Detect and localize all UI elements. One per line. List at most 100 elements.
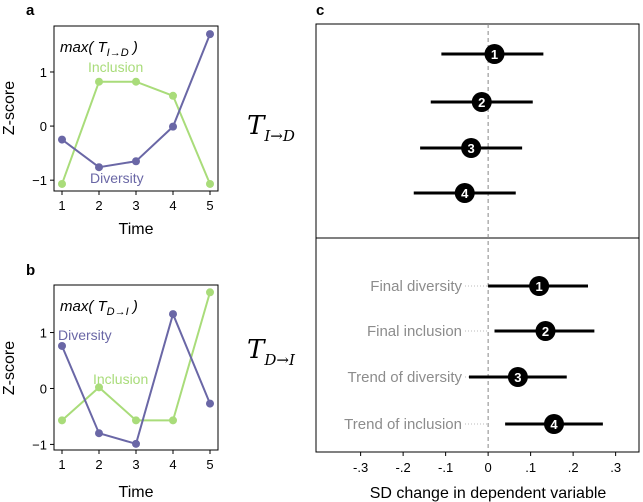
chart-b-ticks: 1 2 3 4 5 −1 0 1	[32, 326, 213, 472]
chart-a-title-sub: I→D	[107, 47, 129, 59]
chart-b-inclusion-point	[132, 416, 140, 425]
chart-b-inclusion-point	[169, 416, 177, 425]
chart-c-xtick-label: .1	[525, 460, 536, 475]
chart-a-ylabel: Z-score	[1, 81, 18, 135]
estimate-badge-number: 3	[514, 370, 521, 385]
chart-b-ytick-label: 0	[40, 381, 47, 396]
group-label-t-d-i: TD→I	[247, 335, 296, 369]
chart-a-inclusion-point	[58, 179, 66, 188]
chart-a-diversity-point	[95, 163, 103, 172]
chart-a-diversity-label: Diversity	[90, 170, 144, 186]
chart-b-diversity-point	[58, 341, 66, 350]
chart-a-ytick-label: 1	[40, 65, 47, 80]
chart-b: max( TD→I ) Diversity Inclusion 1 2 3 4 5 −1 0…	[1, 284, 219, 501]
chart-c: 1 2 3 4 Final diversity 1 Final inclusion 2 Tren…	[247, 23, 640, 502]
chart-b-xtick-label: 1	[58, 457, 65, 472]
chart-c-xtick-label: -.3	[353, 460, 368, 475]
chart-a-xtick-label: 2	[95, 198, 102, 213]
estimate-marker	[454, 183, 475, 203]
chart-b-xtick-label: 5	[206, 457, 213, 472]
chart-c-xtick-label: .2	[568, 460, 579, 475]
chart-b-title: max( TD→I )	[60, 298, 138, 318]
chart-b-ytick-label: −1	[32, 437, 47, 452]
group-1-label-main: T	[247, 111, 266, 141]
chart-a-xtick-label: 5	[206, 198, 213, 213]
estimate-badge-number: 3	[468, 141, 475, 156]
chart-b-diversity-point	[206, 399, 214, 408]
row-label: Final inclusion	[367, 323, 462, 340]
estimate-marker	[461, 138, 482, 158]
chart-a-diversity-point	[169, 122, 177, 131]
chart-c-xtick-label: 0	[485, 460, 492, 475]
panel-c-letter: c	[316, 2, 324, 19]
estimate-marker	[471, 92, 492, 112]
chart-a-series	[58, 30, 214, 188]
chart-b-ylabel: Z-score	[1, 341, 18, 395]
row-label: Trend of inclusion	[344, 416, 462, 433]
chart-b-inclusion-point	[95, 383, 103, 392]
group-1-label-sub: I→D	[263, 127, 295, 145]
estimate-badge-number: 1	[491, 47, 498, 62]
estimate-marker	[507, 367, 528, 387]
panel-a-letter: a	[26, 2, 35, 19]
chart-a-xtick-label: 3	[132, 198, 139, 213]
chart-b-title-suffix: )	[129, 298, 138, 315]
chart-b-ytick-label: 1	[40, 326, 47, 341]
chart-a-xlabel: Time	[119, 221, 154, 238]
chart-b-xtick-label: 2	[95, 457, 102, 472]
group-label-t-i-d: TI→D	[247, 111, 295, 145]
estimate-marker	[484, 44, 505, 64]
chart-a-inclusion-point	[95, 77, 103, 86]
estimate-badge-number: 1	[536, 279, 543, 294]
chart-a-ticks: 1 2 3 4 5 −1 0 1	[32, 65, 213, 213]
chart-a-inclusion-label: Inclusion	[88, 59, 143, 75]
chart-a: max( TI→D ) Inclusion Diversity 1 2 3 4 5 −1 0…	[1, 25, 219, 238]
chart-b-inclusion-point	[206, 288, 214, 297]
estimate-marker	[535, 321, 556, 341]
chart-b-title-prefix: max( T	[60, 298, 109, 315]
chart-a-title-prefix: max( T	[60, 39, 109, 56]
chart-a-inclusion-point	[132, 77, 140, 86]
chart-a-title: max( TI→D )	[60, 39, 138, 59]
chart-a-inclusion-point	[169, 91, 177, 100]
chart-a-inclusion-line	[61, 80, 211, 185]
chart-c-xtick-label: .3	[610, 460, 621, 475]
group-2-label-sub: D→I	[263, 351, 296, 369]
estimate-badge-number: 4	[550, 417, 558, 432]
chart-c-ticks: -.3 -.2 -.1 0 .1 .2 .3	[353, 452, 621, 475]
chart-b-inclusion-point	[58, 416, 66, 425]
chart-c-rows: 1 2 3 4 Final diversity 1 Final inclusion 2 Tren…	[344, 44, 603, 434]
chart-b-diversity-point	[95, 429, 103, 438]
estimate-badge-number: 2	[478, 95, 485, 110]
chart-b-series	[58, 288, 214, 448]
chart-a-diversity-point	[58, 135, 66, 144]
chart-b-xtick-label: 4	[169, 457, 176, 472]
group-2-label-main: T	[247, 335, 266, 365]
chart-c-xtick-label: -.2	[396, 460, 411, 475]
estimate-badge-number: 4	[461, 186, 469, 201]
chart-a-title-suffix: )	[129, 39, 138, 56]
estimate-marker	[544, 414, 564, 434]
chart-a-xtick-label: 4	[169, 198, 176, 213]
estimate-marker	[529, 276, 550, 296]
chart-b-diversity-point	[169, 310, 177, 319]
chart-a-ytick-label: 0	[40, 119, 47, 134]
chart-b-diversity-point	[132, 439, 140, 448]
chart-b-inclusion-label: Inclusion	[93, 371, 148, 387]
panel-b-letter: b	[26, 262, 35, 279]
estimate-badge-number: 2	[542, 324, 549, 339]
chart-b-title-sub: D→I	[107, 306, 129, 318]
chart-b-diversity-label: Diversity	[58, 327, 112, 343]
chart-b-xtick-label: 3	[132, 457, 139, 472]
row-label: Trend of diversity	[348, 369, 463, 386]
chart-a-ytick-label: −1	[32, 173, 47, 188]
chart-c-xtick-label: -.1	[438, 460, 453, 475]
chart-a-diversity-point	[132, 157, 140, 166]
chart-c-xlabel: SD change in dependent variable	[370, 485, 607, 502]
row-label: Final diversity	[370, 278, 462, 295]
chart-a-inclusion-point	[206, 179, 214, 188]
chart-a-diversity-point	[206, 30, 214, 39]
chart-b-xlabel: Time	[119, 484, 154, 501]
chart-a-xtick-label: 1	[58, 198, 65, 213]
